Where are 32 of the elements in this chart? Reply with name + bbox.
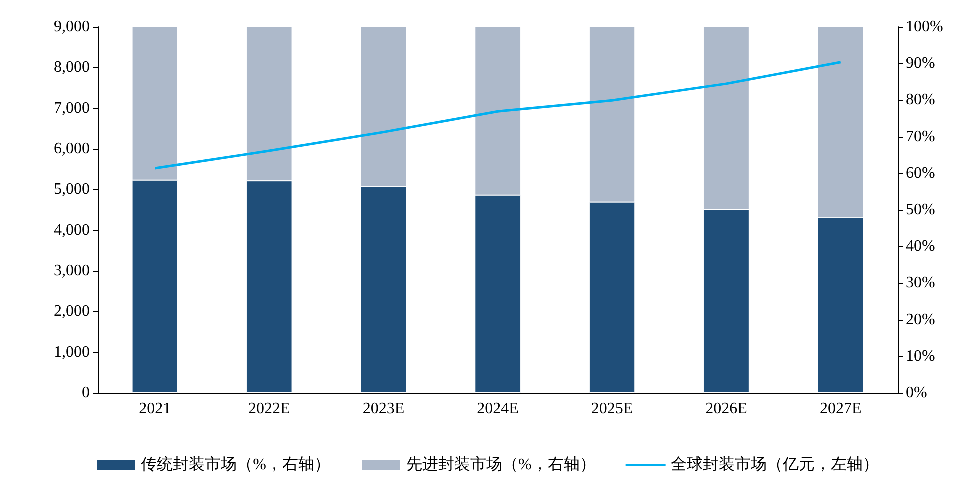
y-tick-label: 7,000	[54, 100, 90, 117]
y2-tick-label: 90%	[906, 55, 936, 72]
y-tick-label: 0	[82, 384, 90, 402]
y2-tick-label: 70%	[906, 128, 936, 146]
x-tick-label: 2024E	[477, 400, 519, 418]
x-tick-label: 2025E	[591, 400, 634, 418]
y2-tick-label: 100%	[906, 18, 944, 36]
y2-tick-label: 50%	[906, 202, 936, 218]
y2-tick-label: 0%	[906, 384, 928, 402]
y-tick-label: 9,000	[54, 18, 90, 36]
y2-tick-label: 10%	[906, 348, 936, 365]
legend-label: 传统封装市场（%，右轴）	[141, 456, 330, 474]
y-tick-label: 6,000	[54, 140, 90, 158]
x-tick-label: 2023E	[362, 400, 405, 418]
y2-tick-label: 20%	[906, 311, 936, 328]
x-tick-label: 2022E	[248, 400, 290, 418]
y-tick-label: 3,000	[54, 262, 90, 280]
y-tick-label: 4,000	[54, 222, 90, 239]
y-tick-label: 8,000	[54, 59, 90, 76]
y2-tick-label: 60%	[906, 164, 936, 182]
x-tick-label: 2021	[139, 400, 172, 418]
y2-tick-label: 40%	[906, 238, 936, 256]
y-tick-label: 1,000	[54, 344, 90, 361]
legend-label: 全球封装市场（亿元，左轴）	[670, 456, 879, 474]
y-tick-label: 5,000	[54, 181, 90, 198]
x-tick-label: 2027E	[820, 400, 862, 418]
y-tick-label: 2,000	[54, 303, 90, 320]
y2-tick-label: 30%	[906, 274, 936, 292]
legend-label: 先进封装市场（%，右轴）	[406, 456, 596, 474]
x-tick-label: 2026E	[706, 400, 748, 418]
y2-tick-label: 80%	[906, 92, 936, 109]
line-series	[154, 61, 842, 170]
